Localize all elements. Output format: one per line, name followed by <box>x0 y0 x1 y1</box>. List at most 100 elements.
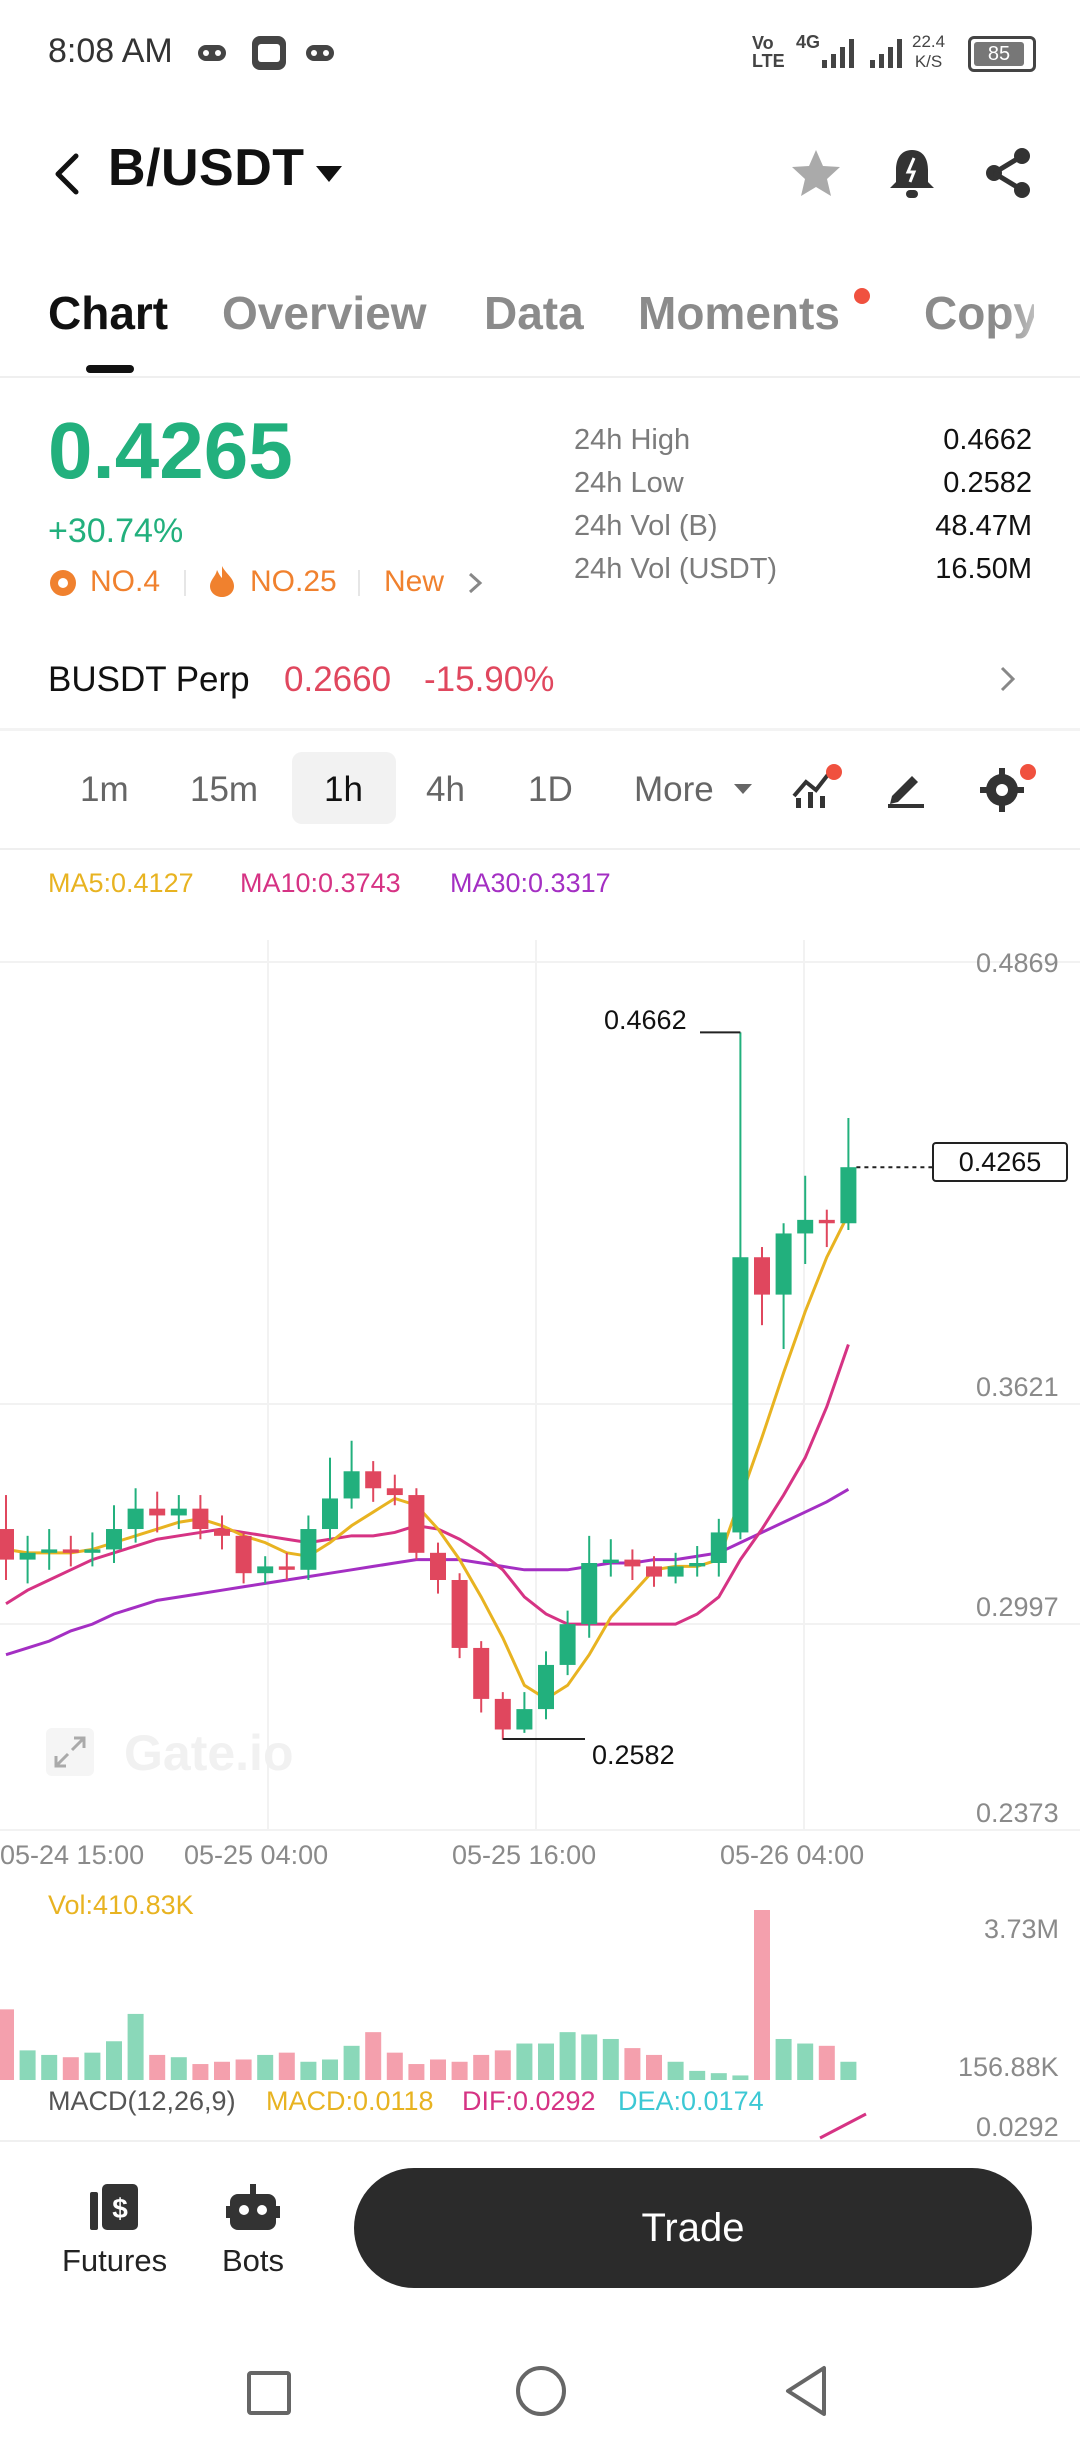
rank-badge-2[interactable]: NO.25 <box>250 565 337 598</box>
net-speed: 22.4 K/S <box>912 32 946 71</box>
volume-bar <box>430 2059 446 2080</box>
candle-body <box>343 1471 360 1499</box>
candle-body <box>408 1495 425 1553</box>
volume-bar <box>732 2075 749 2080</box>
home-icon[interactable] <box>514 2364 568 2418</box>
y-tick-2: 0.2997 <box>976 1592 1059 1622</box>
interval-more[interactable]: More <box>634 770 714 809</box>
back-icon[interactable] <box>48 150 84 198</box>
tab-fade <box>1000 280 1080 360</box>
volume-bar <box>516 2043 533 2080</box>
candle-body <box>624 1559 641 1567</box>
tab-overview[interactable]: Overview <box>222 287 427 339</box>
chevron-down-icon[interactable] <box>314 164 344 184</box>
candle-body <box>386 1488 403 1496</box>
status-time: 8:08 AM <box>48 32 173 70</box>
candle-body <box>689 1563 706 1567</box>
candle-body <box>754 1257 770 1295</box>
volume-bar <box>538 2043 554 2080</box>
stat-label-high: 24h High <box>574 424 691 456</box>
rank-badge-1[interactable]: NO.4 <box>90 565 161 598</box>
futures-label[interactable]: Futures <box>62 2243 168 2278</box>
candle-body <box>797 1219 814 1234</box>
pair-title[interactable]: B/USDT <box>108 139 305 197</box>
tab-moments[interactable]: Moments <box>638 287 840 339</box>
volume-bar <box>149 2054 166 2080</box>
moments-dot <box>854 288 870 304</box>
macd-value: MACD:0.0118 <box>266 2086 434 2116</box>
new-badge[interactable]: New <box>384 565 445 598</box>
x-tick-2: 05-25 16:00 <box>452 1840 597 1870</box>
ma5-line <box>5 1213 850 1701</box>
volume-bar <box>646 2054 662 2080</box>
interval-active-bg <box>292 752 396 824</box>
volume-bar <box>235 2059 252 2080</box>
candle-body <box>62 1549 79 1553</box>
interval-4h[interactable]: 4h <box>426 770 465 809</box>
share-icon[interactable] <box>982 146 1036 200</box>
interval-1d[interactable]: 1D <box>528 770 573 809</box>
perp-change: -15.90% <box>424 660 555 699</box>
tab-data[interactable]: Data <box>484 287 584 339</box>
bell-icon[interactable] <box>884 144 940 202</box>
tabs-divider <box>0 376 1080 378</box>
fire-icon <box>210 566 234 597</box>
dif-line <box>819 2112 867 2140</box>
tab-chart[interactable]: Chart <box>48 287 169 339</box>
settings-gear-icon[interactable] <box>978 762 1038 812</box>
trade-button[interactable]: Trade <box>354 2168 1032 2288</box>
volume-bar <box>19 2050 36 2080</box>
chevron-right-icon[interactable] <box>466 570 484 596</box>
stat-label-vol-b: 24h Vol (B) <box>574 510 718 542</box>
volume-bar <box>451 2061 468 2080</box>
more-chevron-down-icon[interactable] <box>732 782 754 796</box>
volume-bar <box>322 2059 338 2080</box>
candle-body <box>0 1529 14 1560</box>
volume-bar <box>667 2061 684 2080</box>
volume-bar <box>386 2052 403 2080</box>
interval-1h[interactable]: 1h <box>324 770 363 809</box>
candle-body <box>538 1664 554 1710</box>
candle-body <box>494 1698 511 1730</box>
volume-bar <box>840 2061 857 2080</box>
draw-pencil-icon[interactable] <box>884 766 928 810</box>
volume-bar <box>754 1910 770 2080</box>
watermark: Gate.io <box>124 1725 294 1781</box>
macd-chart <box>819 2112 867 2140</box>
ma30-legend: MA30:0.3317 <box>450 868 611 898</box>
volume-bar <box>257 2054 274 2080</box>
candle-body <box>710 1532 727 1564</box>
battery-icon: 85 <box>968 36 1036 72</box>
candle-body <box>170 1508 187 1516</box>
interval-15m[interactable]: 15m <box>190 770 259 809</box>
candlestick-chart[interactable] <box>0 940 1080 1880</box>
candle-body <box>451 1579 468 1648</box>
ma5-legend: MA5:0.4127 <box>48 868 194 898</box>
perp-chevron-right-icon[interactable] <box>998 664 1018 694</box>
rank-separator-2 <box>358 570 360 596</box>
fullscreen-expand-icon[interactable] <box>44 1726 96 1778</box>
dif-value: DIF:0.0292 <box>462 2086 596 2116</box>
interval-divider <box>0 848 1080 850</box>
futures-icon[interactable]: $ <box>88 2182 142 2234</box>
volume-label: Vol:410.83K <box>48 1890 194 1920</box>
volume-bar <box>365 2032 382 2080</box>
ma30-line <box>5 1487 850 1657</box>
ma10-legend: MA10:0.3743 <box>240 868 401 898</box>
recent-apps-icon[interactable] <box>246 2370 292 2416</box>
indicators-icon[interactable] <box>790 764 846 812</box>
star-icon[interactable] <box>788 146 844 202</box>
volume-bar <box>62 2057 79 2080</box>
interval-1m[interactable]: 1m <box>80 770 129 809</box>
system-back-icon[interactable] <box>782 2364 830 2418</box>
candle-body <box>300 1529 317 1570</box>
candle-body <box>430 1552 446 1580</box>
rank-circle-icon <box>50 570 76 596</box>
volume-bar <box>559 2032 576 2080</box>
bots-label[interactable]: Bots <box>222 2243 285 2278</box>
volume-bar <box>581 2034 598 2080</box>
x-tick-1: 05-25 04:00 <box>184 1840 329 1870</box>
game-icon <box>198 45 226 61</box>
ma10-line <box>5 1344 850 1626</box>
bots-robot-icon[interactable] <box>226 2182 280 2234</box>
